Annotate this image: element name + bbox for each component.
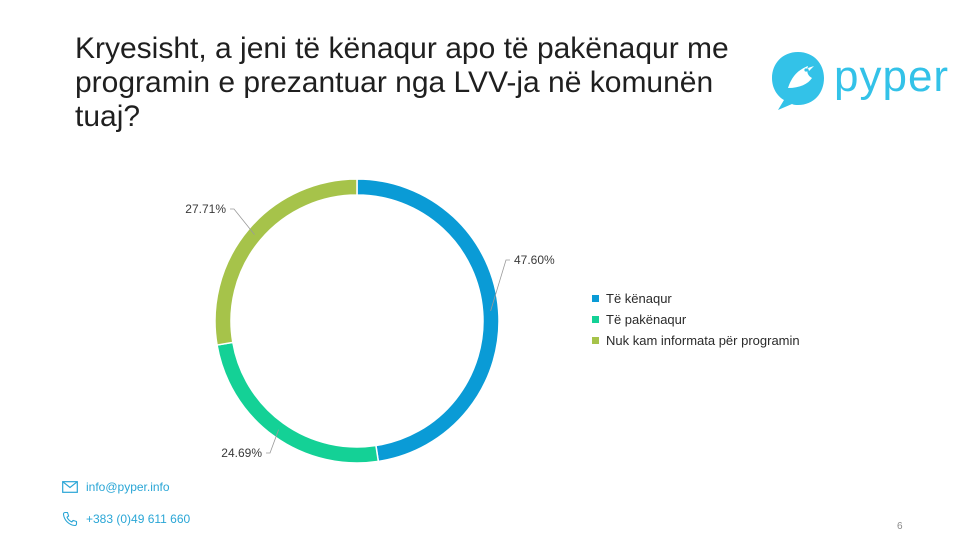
legend-swatch xyxy=(592,295,599,302)
email-contact[interactable]: info@pyper.info xyxy=(62,480,170,494)
legend-label: Të pakënaqur xyxy=(606,312,687,327)
donut-slice xyxy=(214,178,358,346)
phone-number: +383 (0)49 611 660 xyxy=(86,512,191,526)
legend-swatch xyxy=(592,337,599,344)
chart-legend: Të kënaqur Të pakënaqur Nuk kam informat… xyxy=(592,288,800,351)
phone-icon xyxy=(62,511,78,527)
email-link[interactable]: info@pyper.info xyxy=(86,480,170,494)
data-label: 27.71% xyxy=(185,202,226,216)
donut-slice xyxy=(216,341,380,464)
leader-line xyxy=(490,259,510,312)
donut-slice xyxy=(356,178,500,463)
mail-icon xyxy=(62,481,78,493)
legend-label: Nuk kam informata për programin xyxy=(606,333,800,348)
leader-line xyxy=(266,429,279,454)
legend-item: Nuk kam informata për programin xyxy=(592,330,800,351)
legend-swatch xyxy=(592,316,599,323)
page-title: Kryesisht, a jeni të kënaqur apo të pakë… xyxy=(75,32,729,133)
leader-line xyxy=(230,208,255,235)
legend-label: Të kënaqur xyxy=(606,291,672,306)
legend-item: Të kënaqur xyxy=(592,288,800,309)
pyper-logo: pyper xyxy=(768,48,968,112)
phone-contact[interactable]: +383 (0)49 611 660 xyxy=(62,511,190,527)
data-label: 24.69% xyxy=(221,446,262,460)
bird-icon xyxy=(772,52,824,110)
logo-text: pyper xyxy=(834,52,950,101)
page-number: 6 xyxy=(897,521,903,532)
data-label: 47.60% xyxy=(514,253,555,267)
legend-item: Të pakënaqur xyxy=(592,309,800,330)
